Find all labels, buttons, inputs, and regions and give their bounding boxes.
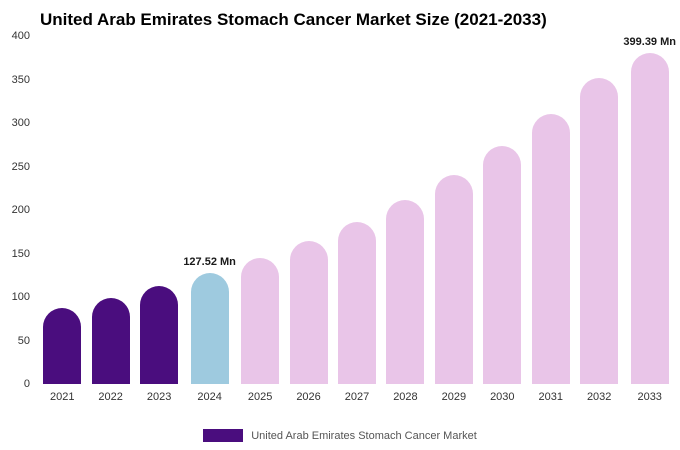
plot-area: 2021 2022 2023 127.52 Mn 2024 2025 2026 2027 202…	[38, 36, 676, 406]
bar-slot: 2029	[430, 36, 478, 406]
x-axis-tick-label: 2021	[49, 391, 75, 403]
bar-2023	[140, 286, 179, 384]
bar-slot: 127.52 Mn 2024	[183, 36, 236, 406]
bar-slot: 2026	[284, 36, 332, 406]
x-axis-tick-label: 2024	[197, 391, 222, 403]
x-axis-tick-label: 2028	[393, 391, 418, 403]
y-axis-tick-label: 300	[11, 117, 30, 129]
y-axis-tick-label: 350	[11, 73, 30, 86]
y-axis-tick-label: 150	[11, 247, 30, 260]
x-axis-tick-label: 2023	[146, 391, 172, 403]
bar-2031	[531, 114, 570, 384]
y-axis-tick-label: 400	[11, 30, 30, 42]
bar-2026	[289, 240, 328, 384]
bar-2027	[338, 221, 376, 384]
legend: United Arab Emirates Stomach Cancer Mark…	[0, 429, 680, 442]
bar-2033	[630, 53, 669, 384]
x-axis-tick-label: 2033	[637, 391, 662, 403]
bar-slot: 2023	[135, 36, 183, 406]
legend-label: United Arab Emirates Stomach Cancer Mark…	[251, 429, 477, 442]
bar-slot: 2027	[333, 36, 381, 406]
x-axis-tick-label: 2029	[441, 391, 467, 403]
y-axis: 0 50 100 150 200 250 300 350 400	[0, 30, 30, 406]
x-axis-tick-label: 2027	[344, 391, 370, 403]
bar-slot: 2031	[527, 36, 575, 406]
bar-slot: 2028	[381, 36, 429, 406]
bar-slot: 2025	[236, 36, 284, 406]
bar-2025	[241, 258, 280, 384]
bar-value-label: 127.52 Mn	[183, 256, 236, 269]
bar-2024	[190, 273, 229, 384]
bar-2021	[43, 308, 82, 384]
x-axis-tick-label: 2025	[247, 391, 273, 403]
bar-2032	[580, 77, 619, 384]
bar-slot: 2022	[86, 36, 134, 406]
bar-2028	[386, 199, 425, 384]
bar-2022	[91, 297, 130, 384]
y-axis-tick-label: 250	[11, 160, 30, 173]
x-axis-tick-label: 2032	[586, 391, 612, 403]
y-axis-tick-label: 50	[17, 334, 30, 347]
bar-2030	[483, 146, 522, 384]
bar-slot: 2030	[478, 36, 526, 406]
legend-swatch	[203, 429, 244, 442]
bar-slot: 399.39 Mn 2033	[623, 36, 676, 406]
bar-slot: 2021	[38, 36, 86, 406]
bar-value-label: 399.39 Mn	[623, 36, 676, 48]
bar-chart: 0 50 100 150 200 250 300 350 400 2021 2022 2023 127…	[0, 30, 680, 406]
bar-slot: 2032	[575, 36, 623, 406]
chart-title: United Arab Emirates Stomach Cancer Mark…	[40, 10, 547, 29]
y-axis-tick-label: 200	[11, 204, 30, 216]
y-axis-tick-label: 100	[11, 291, 30, 303]
y-axis-tick-label: 0	[23, 378, 30, 390]
bar-2029	[434, 174, 473, 384]
x-axis-tick-label: 2026	[296, 391, 321, 403]
x-axis-tick-label: 2031	[538, 391, 563, 403]
x-axis-tick-label: 2022	[98, 391, 123, 403]
x-axis-tick-label: 2030	[490, 391, 515, 403]
